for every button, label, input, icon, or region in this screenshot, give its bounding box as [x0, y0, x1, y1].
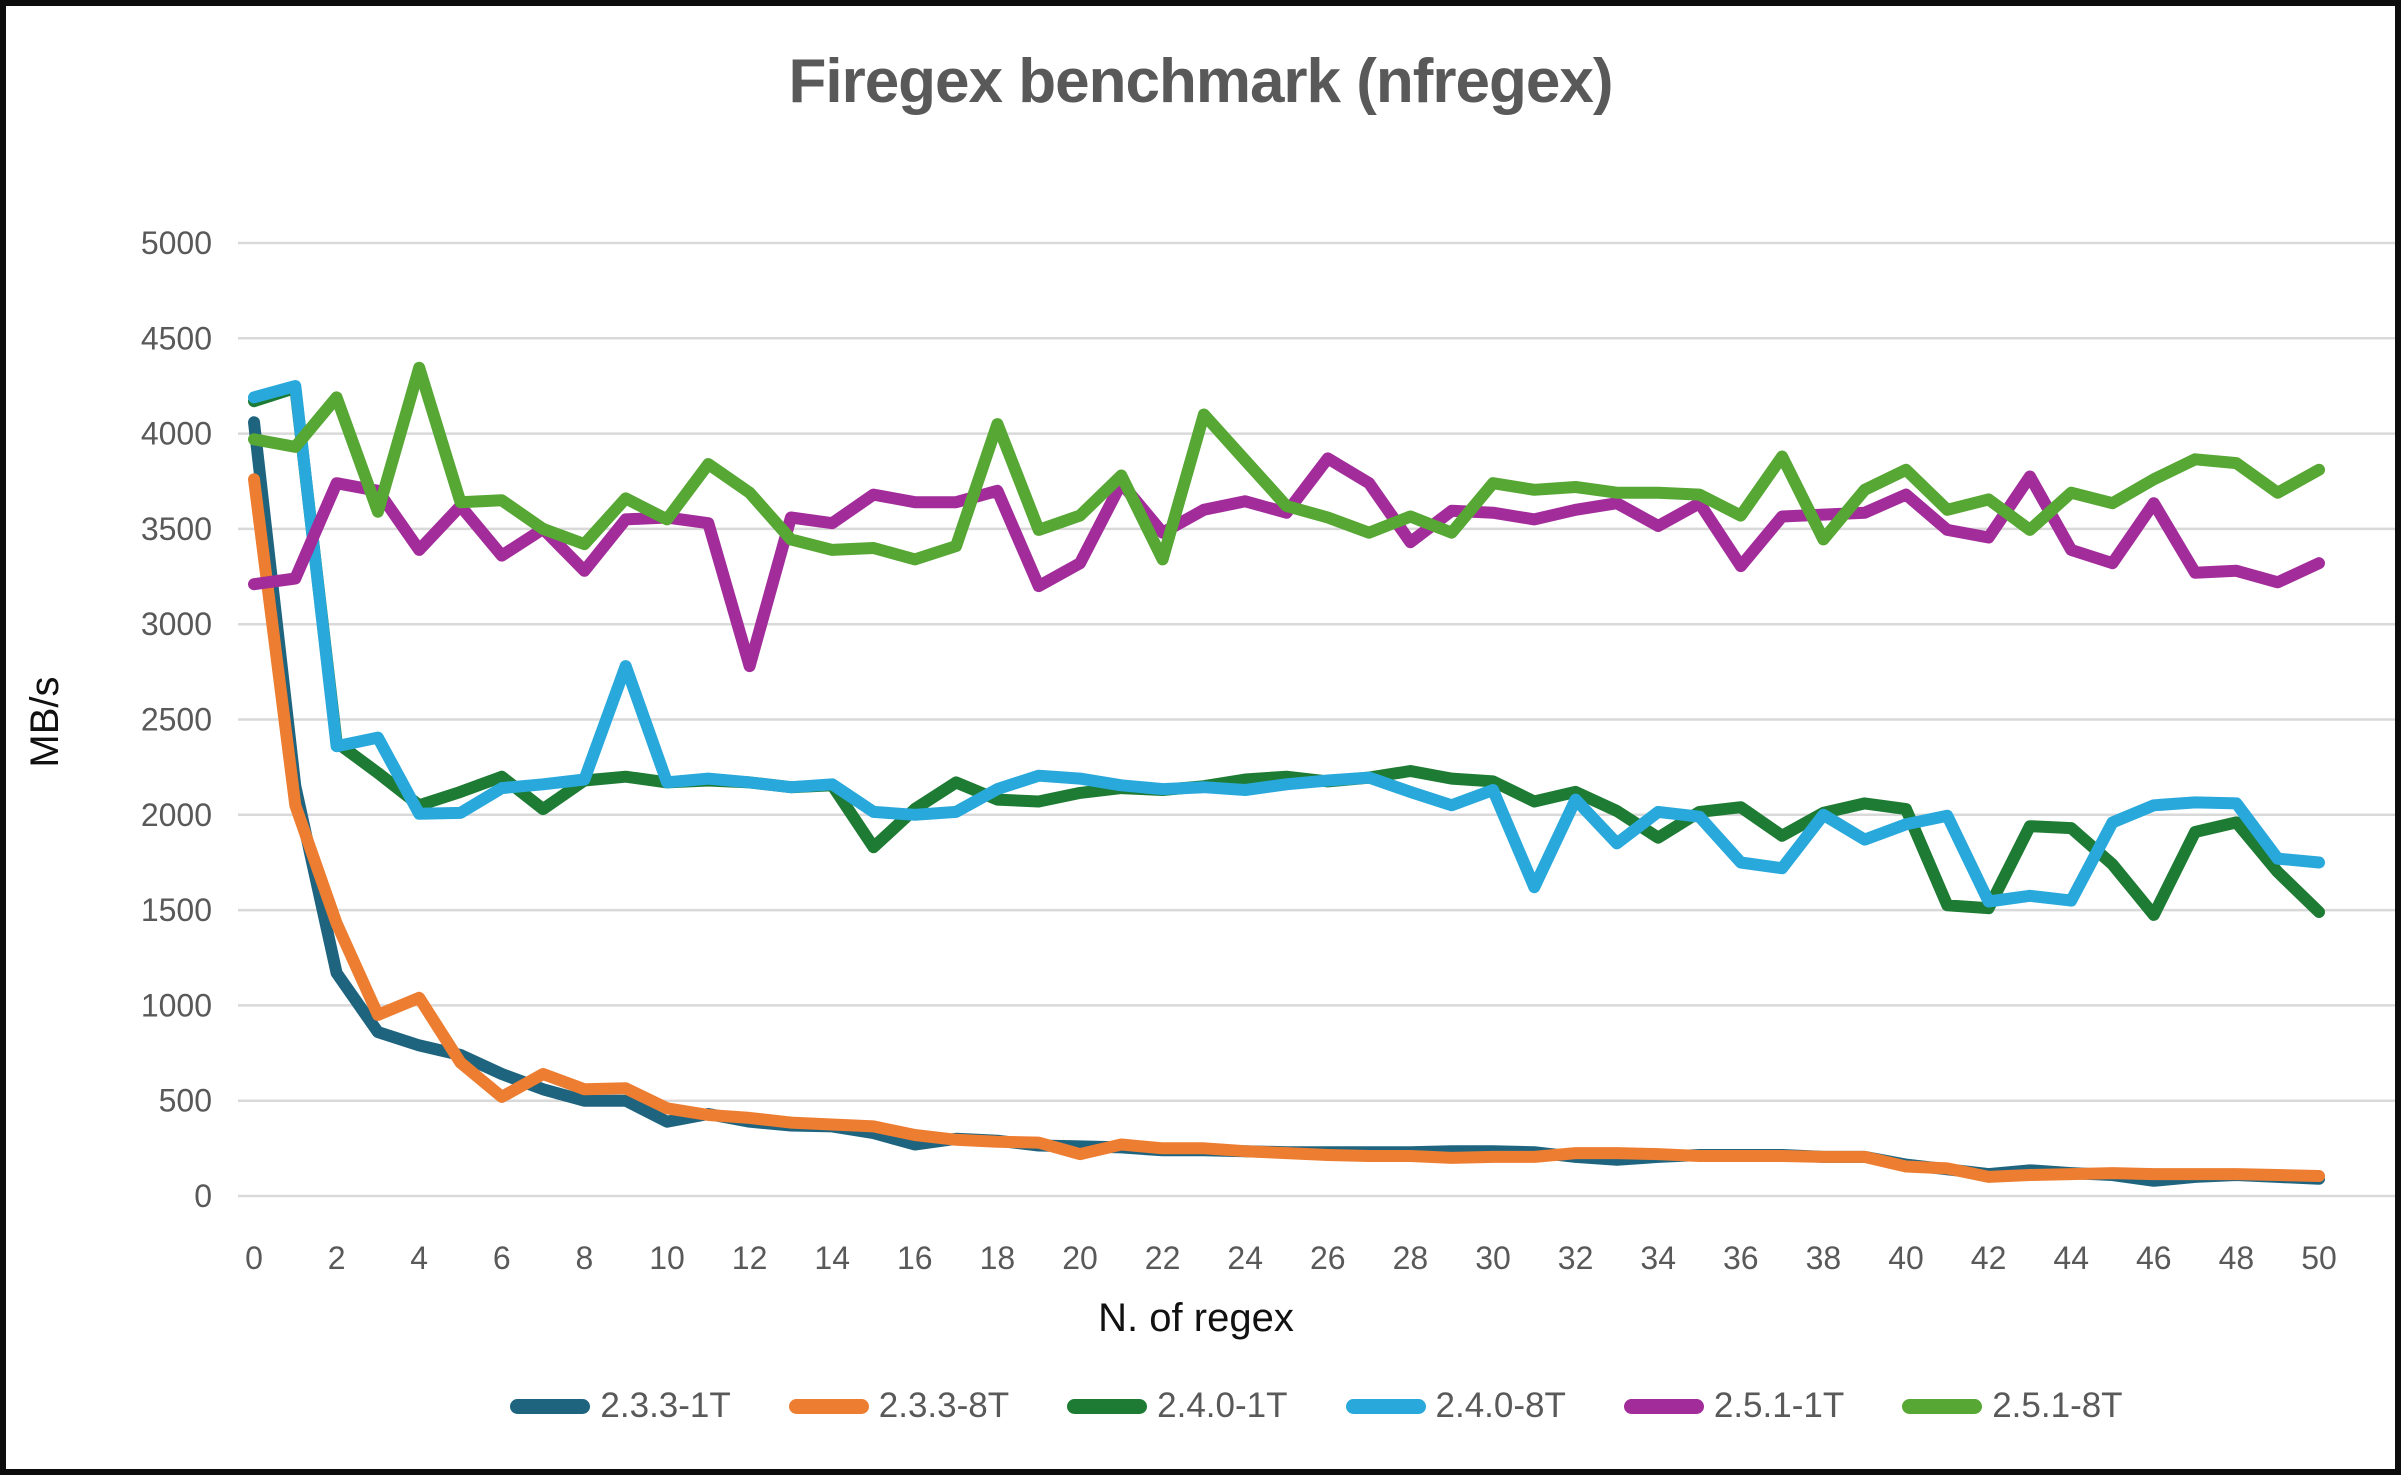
legend-label: 2.3.3-1T	[600, 1386, 731, 1425]
y-tick-label: 2500	[141, 702, 212, 738]
legend-label: 2.5.1-1T	[1713, 1386, 1845, 1425]
legend-swatch-icon	[1902, 1398, 1983, 1414]
y-tick-label: 3000	[141, 606, 212, 642]
series-line-2.4.0-8T	[248, 380, 2325, 908]
x-tick-label: 30	[1475, 1240, 1511, 1276]
legend-item-2.5.1-8T: 2.5.1-8T	[1902, 1386, 2123, 1426]
x-tick-label: 38	[1806, 1240, 1842, 1276]
x-tick-label: 24	[1227, 1240, 1263, 1276]
x-tick-label: 12	[732, 1240, 768, 1276]
x-tick-label: 36	[1723, 1240, 1759, 1276]
x-tick-label: 48	[2219, 1240, 2255, 1276]
x-tick-label: 2	[328, 1240, 346, 1276]
y-tick-label: 2000	[141, 797, 212, 833]
x-tick-label: 4	[410, 1240, 428, 1276]
legend-swatch-icon	[510, 1398, 591, 1414]
x-tick-label: 50	[2301, 1240, 2337, 1276]
legend-swatch-icon	[1345, 1398, 1426, 1414]
y-tick-label: 5000	[141, 225, 212, 261]
x-axis-title: N. of regex	[1098, 1296, 1294, 1340]
x-tick-label: 32	[1558, 1240, 1594, 1276]
y-tick-label: 4500	[141, 320, 212, 356]
x-tick-label: 18	[980, 1240, 1016, 1276]
x-tick-label: 20	[1062, 1240, 1098, 1276]
x-tick-label: 8	[576, 1240, 594, 1276]
series-line-2.5.1-1T	[248, 452, 2325, 673]
legend-label: 2.4.0-8T	[1435, 1386, 1566, 1425]
y-axis-tick-labels: 0 500 1000 1500 2000 2500 3000 3500 4000 4500 5000	[141, 225, 212, 1214]
series-line-2.5.1-8T	[248, 361, 2325, 566]
legend-item-2.3.3-8T: 2.3.3-8T	[788, 1386, 1010, 1426]
x-tick-label: 34	[1640, 1240, 1676, 1276]
y-tick-label: 3500	[141, 511, 212, 547]
x-tick-label: 0	[245, 1240, 263, 1276]
y-tick-label: 0	[194, 1178, 212, 1214]
legend-item-2.5.1-1T: 2.5.1-1T	[1623, 1386, 1845, 1426]
series-line-2.4.0-1T	[248, 381, 2325, 921]
series-lines	[248, 361, 2325, 1187]
x-tick-label: 46	[2136, 1240, 2172, 1276]
y-tick-label: 500	[159, 1083, 212, 1119]
x-tick-label: 40	[1888, 1240, 1924, 1276]
legend-swatch-icon	[1623, 1398, 1704, 1414]
chart-title: Firegex benchmark (nfregex)	[788, 47, 1613, 116]
y-tick-label: 4000	[141, 416, 212, 452]
legend-swatch-icon	[1067, 1398, 1148, 1414]
line-chart: 0500100015002000250030003500400045005000…	[23, 225, 2395, 1340]
legend-label: 2.5.1-8T	[1992, 1386, 2123, 1425]
x-tick-label: 6	[493, 1240, 511, 1276]
legend-swatch-icon	[788, 1398, 869, 1414]
y-tick-label: 1000	[141, 987, 212, 1023]
series-line-2.3.3-8T	[248, 473, 2325, 1183]
legend-item-2.4.0-8T: 2.4.0-8T	[1345, 1386, 1566, 1426]
legend-label: 2.4.0-1T	[1157, 1386, 1288, 1425]
x-tick-label: 10	[649, 1240, 685, 1276]
x-tick-label: 26	[1310, 1240, 1346, 1276]
x-tick-label: 28	[1393, 1240, 1429, 1276]
legend-label: 2.3.3-8T	[878, 1386, 1010, 1425]
legend-item-2.4.0-1T: 2.4.0-1T	[1067, 1386, 1288, 1426]
x-tick-label: 22	[1145, 1240, 1181, 1276]
x-tick-label: 44	[2053, 1240, 2089, 1276]
chart-legend: 2.3.3-1T 2.3.3-8T 2.4.0-1T 2.4.0-8T 2.5.1-1T…	[6, 1386, 2395, 1426]
legend-item-2.3.3-1T: 2.3.3-1T	[510, 1386, 731, 1426]
y-axis-title: MB/s	[23, 676, 67, 767]
x-axis-tick-labels: 0 2 4 6 8 10 12 14 16 18 20 22 24 26 28 30 32 34 36 38 40 42 4…	[245, 1240, 2337, 1276]
x-tick-label: 14	[814, 1240, 850, 1276]
gridlines	[238, 241, 2395, 1198]
x-tick-label: 16	[897, 1240, 933, 1276]
y-tick-label: 1500	[141, 892, 212, 928]
x-tick-label: 42	[1971, 1240, 2007, 1276]
